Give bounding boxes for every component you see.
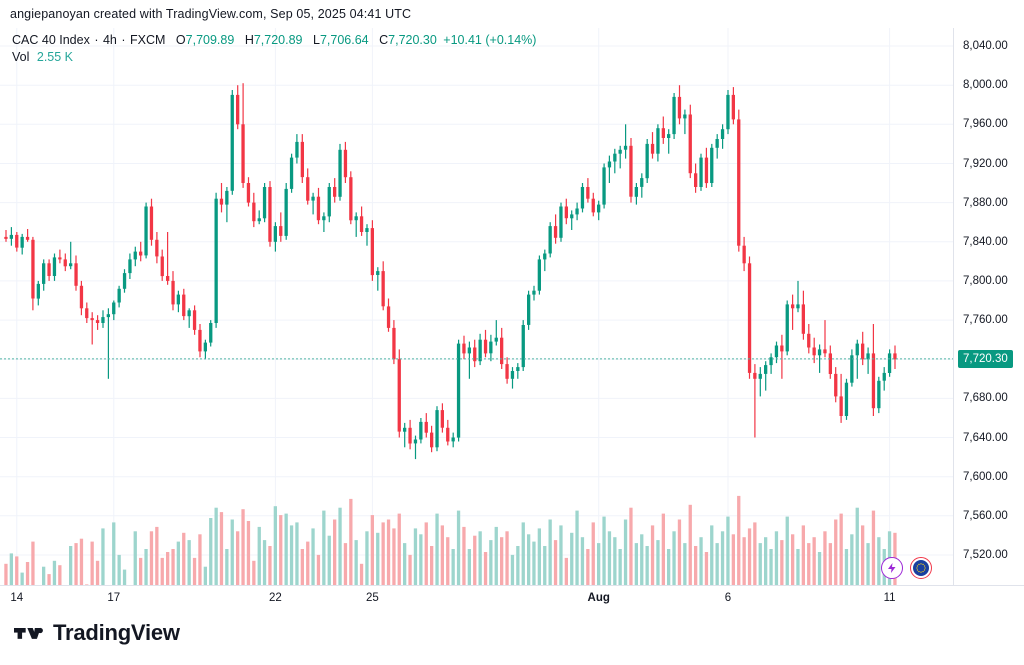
time-tick: Aug xyxy=(587,592,610,604)
price-tick: 7,520.00 xyxy=(963,549,1008,561)
legend-high: H7,720.89 xyxy=(245,33,303,47)
legend-change: +10.41 (+0.14%) xyxy=(443,33,537,47)
legend-volume-value: 2.55 K xyxy=(36,50,74,64)
price-tick: 7,640.00 xyxy=(963,431,1008,444)
time-axis[interactable]: 14172225Aug61114192227Sep49 xyxy=(0,585,1024,611)
price-axis[interactable]: 8,040.00 8,000.00 7,960.00 7,920.00 7,880.00… xyxy=(953,28,1024,608)
price-tick: 7,960.00 xyxy=(963,118,1008,131)
price-tick: 7,680.00 xyxy=(963,392,1008,405)
time-tick: 14 xyxy=(10,592,24,604)
legend-close-label: C xyxy=(379,33,389,47)
legend-close-value: 7,720.30 xyxy=(388,33,437,47)
tradingview-logo[interactable]: TradingView xyxy=(14,622,180,644)
price-tick: 8,000.00 xyxy=(963,79,1008,92)
legend-open-value: 7,709.89 xyxy=(185,33,235,47)
price-line-overlay xyxy=(0,358,953,360)
legend-volume-row: Vol 2.55 K xyxy=(12,49,536,66)
price-tick: 8,040.00 xyxy=(963,40,1008,52)
eu-flag-icon[interactable] xyxy=(910,557,932,579)
eu-stars-glyph xyxy=(916,563,926,573)
tradingview-mark-icon xyxy=(14,627,43,639)
price-tick: 7,600.00 xyxy=(963,470,1008,483)
attribution-text: angiepanoyan created with TradingView.co… xyxy=(10,7,412,21)
price-tick: 7,800.00 xyxy=(963,274,1008,287)
legend-symbol-row: CAC 40 Index · 4h · FXCM O7,709.89 H7,72… xyxy=(12,32,536,49)
candlestick-series xyxy=(4,83,897,585)
chart-plot-area[interactable] xyxy=(0,28,953,585)
time-tick: 11 xyxy=(883,592,896,604)
legend-interval[interactable]: 4h xyxy=(102,33,117,47)
price-tick: 7,760.00 xyxy=(963,314,1008,327)
legend-open: O7,709.89 xyxy=(176,33,234,47)
legend-high-label: H xyxy=(244,33,254,47)
chart-legend: CAC 40 Index · 4h · FXCM O7,709.89 H7,72… xyxy=(12,32,536,66)
lightning-bolt-icon[interactable] xyxy=(881,557,903,579)
current-price-tag: 7,720.30 xyxy=(958,349,1013,368)
price-tick: 7,880.00 xyxy=(963,196,1008,209)
legend-high-value: 7,720.89 xyxy=(253,33,303,47)
time-tick: 22 xyxy=(268,592,282,604)
legend-separator-1: · xyxy=(94,33,99,47)
legend-close: C7,720.30 xyxy=(379,33,437,47)
price-tick: 7,920.00 xyxy=(963,157,1008,170)
time-tick: 6 xyxy=(724,592,732,604)
tradingview-wordmark: TradingView xyxy=(53,620,180,645)
time-tick: 25 xyxy=(365,592,379,604)
legend-volume-label: Vol xyxy=(12,50,30,64)
legend-low-label: L xyxy=(313,33,320,47)
price-tick: 7,840.00 xyxy=(963,235,1008,248)
legend-low: L7,706.64 xyxy=(313,33,369,47)
legend-low-value: 7,706.64 xyxy=(319,33,369,47)
legend-exchange[interactable]: FXCM xyxy=(130,33,166,47)
legend-open-label: O xyxy=(175,33,186,47)
bolt-glyph xyxy=(888,563,896,573)
legend-separator-2: · xyxy=(121,33,126,47)
price-tick: 7,560.00 xyxy=(963,509,1008,522)
time-tick: 17 xyxy=(107,592,121,604)
legend-symbol[interactable]: CAC 40 Index xyxy=(12,33,90,47)
eu-flag-disc xyxy=(913,560,929,576)
